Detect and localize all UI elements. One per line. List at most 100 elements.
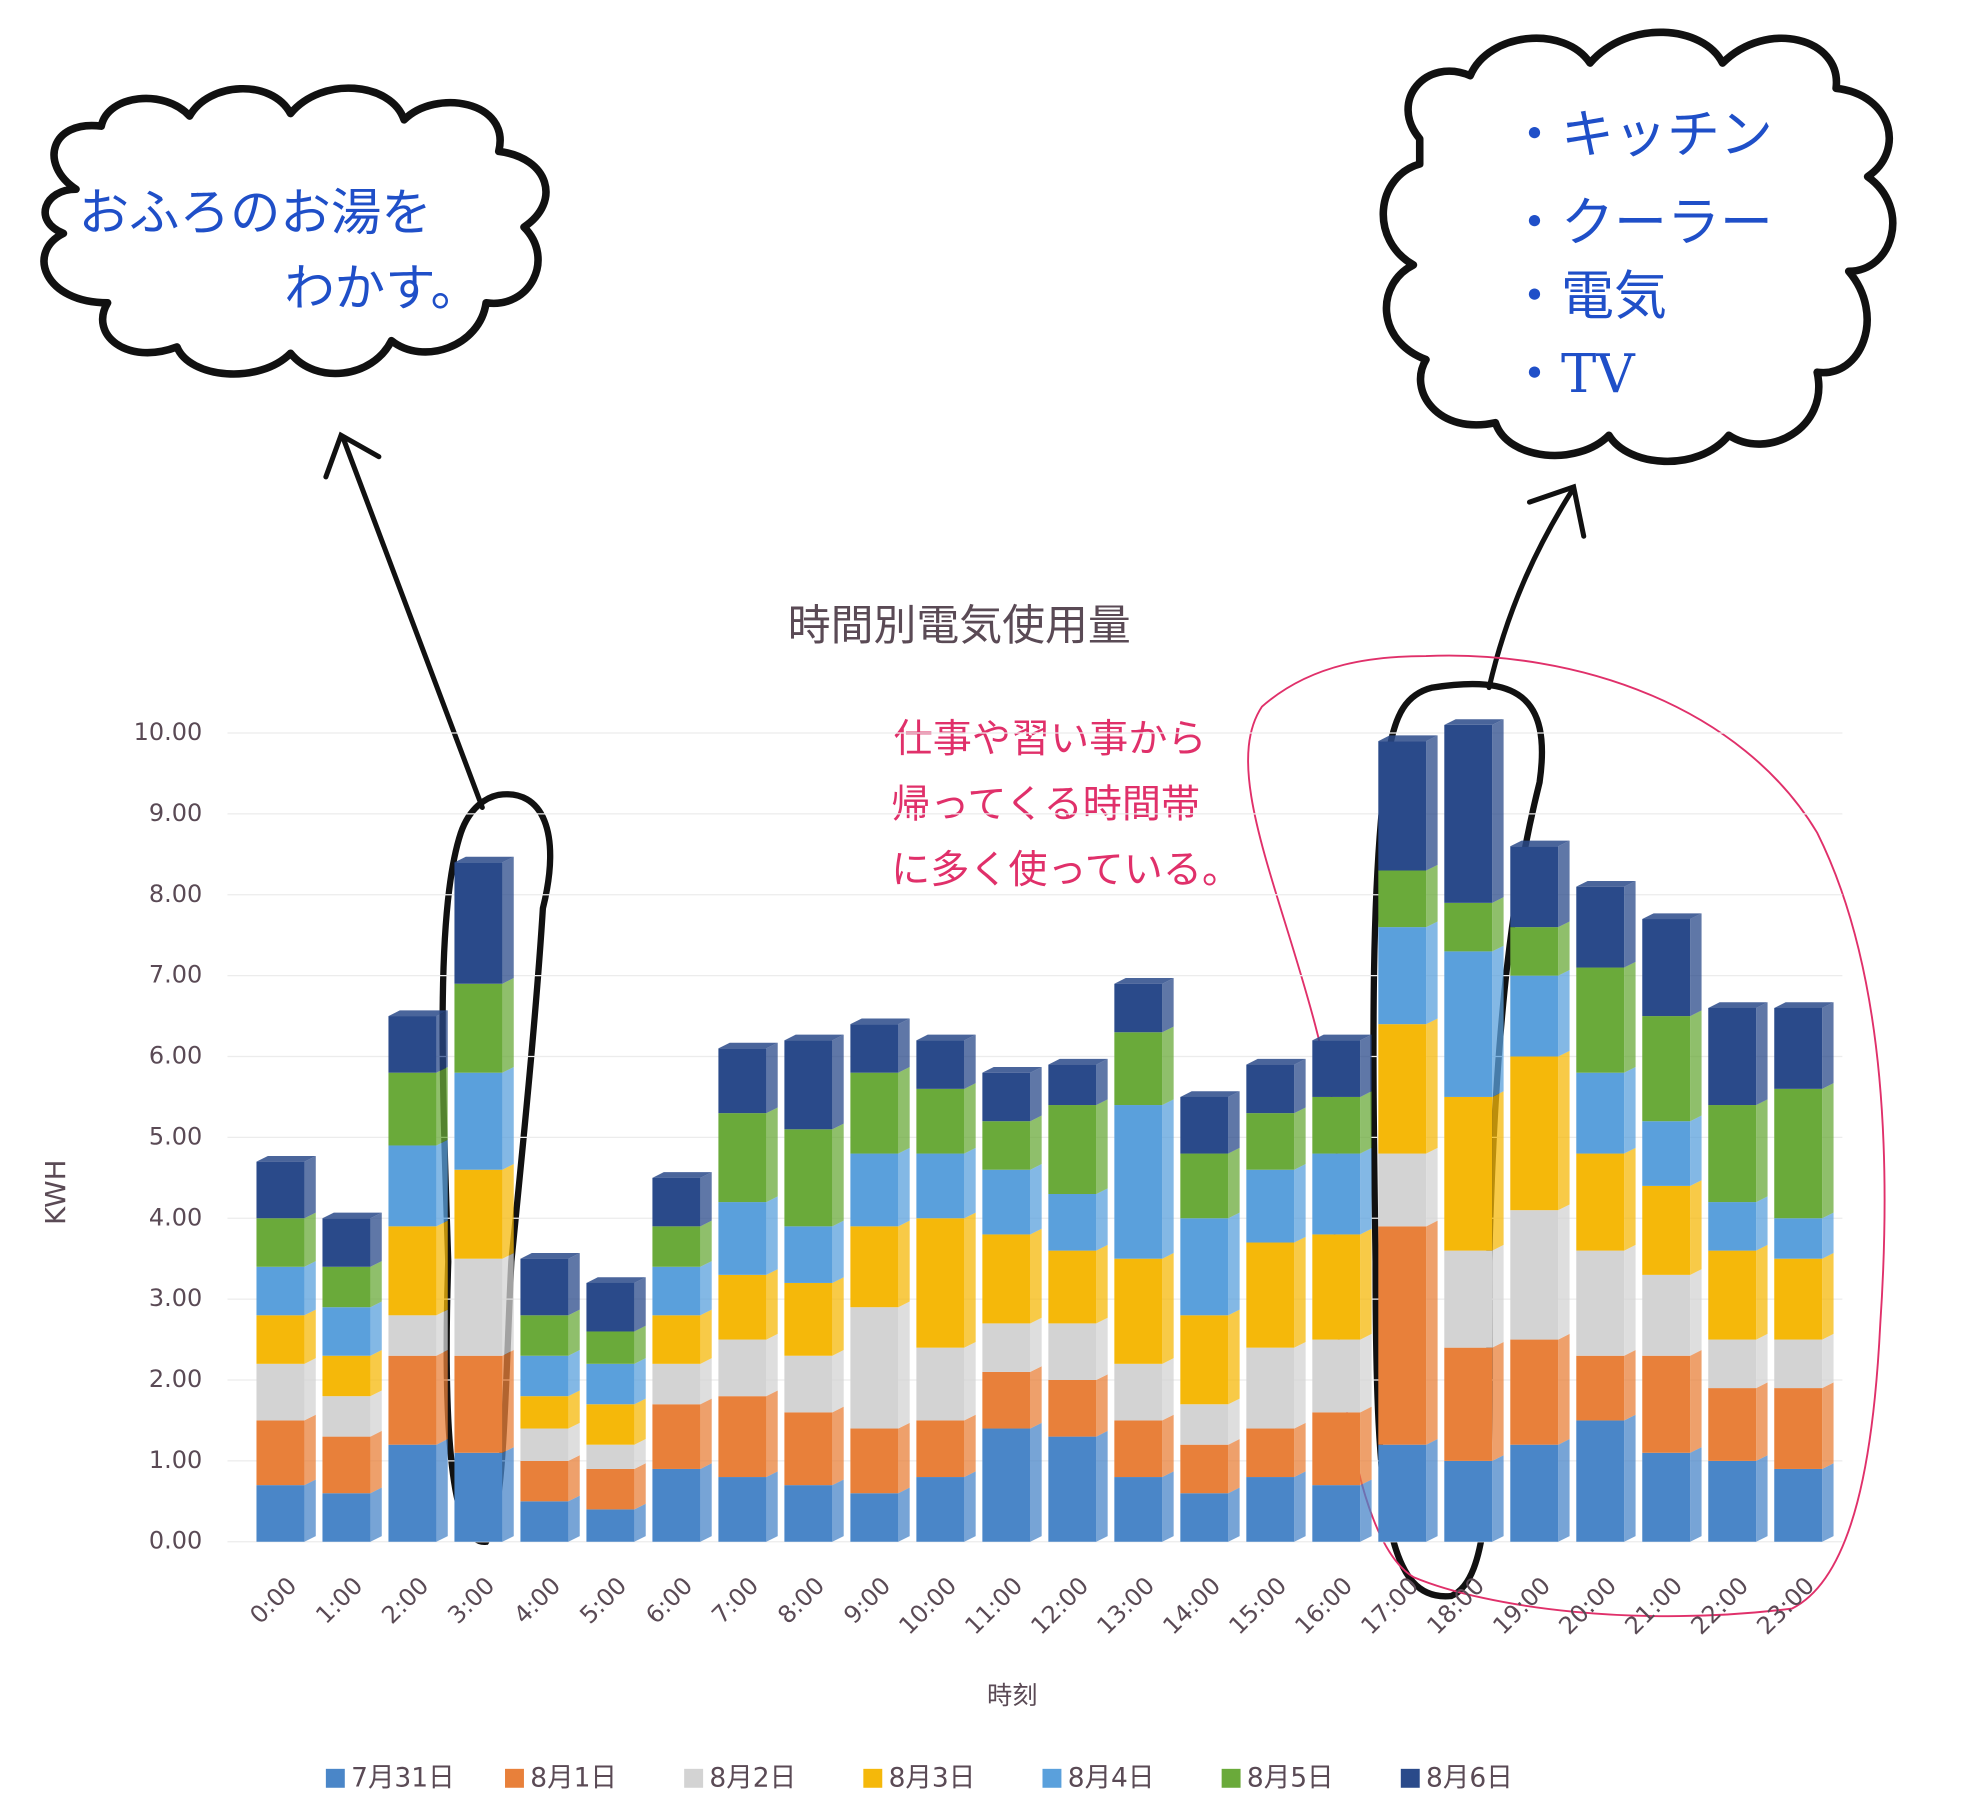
bar-segment: [520, 1428, 569, 1461]
appliance-note: ・キッチン ・クーラー ・電気 ・TV: [1508, 104, 1773, 405]
bar-side: [1822, 1333, 1834, 1389]
legend-label: 8月1日: [530, 1762, 617, 1793]
bar-side: [1228, 1439, 1240, 1494]
bar-segment: [652, 1315, 701, 1364]
bar-side: [436, 1067, 448, 1146]
bar-segment: [1312, 1412, 1361, 1486]
bar-segment: [1510, 1210, 1559, 1340]
bar-side: [1756, 1002, 1768, 1106]
bar-top: [454, 856, 514, 863]
bar-segment: [1180, 1493, 1229, 1542]
bar-segment: [850, 1072, 899, 1154]
bar-side: [964, 1034, 976, 1089]
legend-label: 8月3日: [889, 1762, 976, 1793]
bar-segment: [1708, 1388, 1757, 1461]
bar-side: [1294, 1471, 1306, 1542]
bar-side: [568, 1495, 580, 1542]
bar-segment: [388, 1072, 437, 1146]
bar-segment: [1576, 886, 1625, 968]
bar-side: [1426, 1220, 1438, 1445]
x-tick-label: 23:00: [1751, 1572, 1820, 1641]
bar-segment: [1774, 1468, 1823, 1542]
bar-side: [898, 1067, 910, 1154]
bar-segment: [1180, 1096, 1229, 1154]
bar-side: [502, 1447, 514, 1542]
circle-mark: [1247, 654, 1886, 1618]
bar-segment: [1708, 1250, 1757, 1340]
bar-side: [370, 1390, 382, 1437]
bar-segment: [586, 1363, 635, 1405]
bar-segment: [256, 1363, 305, 1421]
bar-side: [1558, 969, 1570, 1057]
bar-side: [1426, 1147, 1438, 1227]
x-tick-label: 2:00: [376, 1572, 434, 1630]
bar-side: [1690, 1269, 1702, 1356]
bar-top: [1708, 1002, 1768, 1008]
bar-top: [388, 1010, 448, 1017]
legend-swatch: [505, 1768, 524, 1788]
bar-side: [964, 1083, 976, 1154]
bar-side: [634, 1277, 646, 1332]
bar-segment: [586, 1331, 635, 1364]
annotation-text: ・クーラー: [1508, 193, 1773, 254]
bar-side: [1096, 1317, 1108, 1380]
bar-segment: [1048, 1250, 1097, 1324]
bar-segment: [454, 1452, 503, 1542]
y-tick-label: 1.00: [149, 1446, 202, 1474]
bar-side: [766, 1196, 778, 1275]
bar-side: [1294, 1236, 1306, 1348]
bar-side: [1756, 1382, 1768, 1461]
bar-side: [700, 1309, 712, 1364]
bar-segment: [1774, 1218, 1823, 1259]
bar-side: [1822, 1382, 1834, 1469]
bar-side: [1228, 1398, 1240, 1445]
bar-side: [634, 1463, 646, 1510]
bar-side: [370, 1212, 382, 1267]
y-tick-label: 7.00: [149, 961, 202, 989]
bar-side: [1690, 1115, 1702, 1186]
bar-side: [370, 1301, 382, 1356]
bar-side: [1096, 1188, 1108, 1251]
bar-side: [898, 1220, 910, 1308]
bar-segment: [784, 1485, 833, 1542]
cloud: [1379, 28, 1897, 466]
bar-side: [1822, 1002, 1834, 1089]
bar-segment: [1114, 1032, 1163, 1106]
bar-side: [1558, 921, 1570, 976]
bar-side: [964, 1147, 976, 1219]
bar-side: [1756, 1333, 1768, 1389]
bar-side: [832, 1406, 844, 1486]
bar-side: [436, 1309, 448, 1356]
bar-segment: [1642, 1452, 1691, 1542]
bar-segment: [1444, 1096, 1493, 1251]
bar-side: [1426, 1018, 1438, 1154]
y-tick-label: 10.00: [134, 718, 203, 746]
bar-top: [1774, 1002, 1834, 1008]
bar-segment: [388, 1016, 437, 1073]
bar-segment: [586, 1509, 635, 1542]
y-tick-label: 8.00: [149, 880, 202, 908]
bar-top: [1510, 840, 1570, 847]
bar-side: [502, 978, 514, 1073]
bar-segment: [718, 1274, 767, 1340]
bar-side: [634, 1325, 646, 1364]
bar-segment: [1576, 1355, 1625, 1421]
x-tick-label: 21:00: [1619, 1572, 1688, 1641]
chart-title: 時間別電気使用量: [788, 601, 1131, 651]
bar-side: [634, 1398, 646, 1445]
annotation-text: ・電気: [1508, 266, 1667, 327]
annotation-text: わかす。: [284, 259, 481, 318]
bar-side: [1822, 1253, 1834, 1340]
bar-side: [1030, 1317, 1042, 1372]
y-tick-label: 9.00: [149, 799, 202, 827]
bar-top: [1642, 913, 1702, 920]
x-tick-label: 1:00: [310, 1572, 368, 1630]
bar-side: [568, 1455, 580, 1502]
bar-side: [304, 1414, 316, 1486]
bar-segment: [586, 1444, 635, 1469]
bar-side: [1228, 1487, 1240, 1542]
bar-segment: [322, 1266, 371, 1308]
bar-side: [304, 1358, 316, 1421]
